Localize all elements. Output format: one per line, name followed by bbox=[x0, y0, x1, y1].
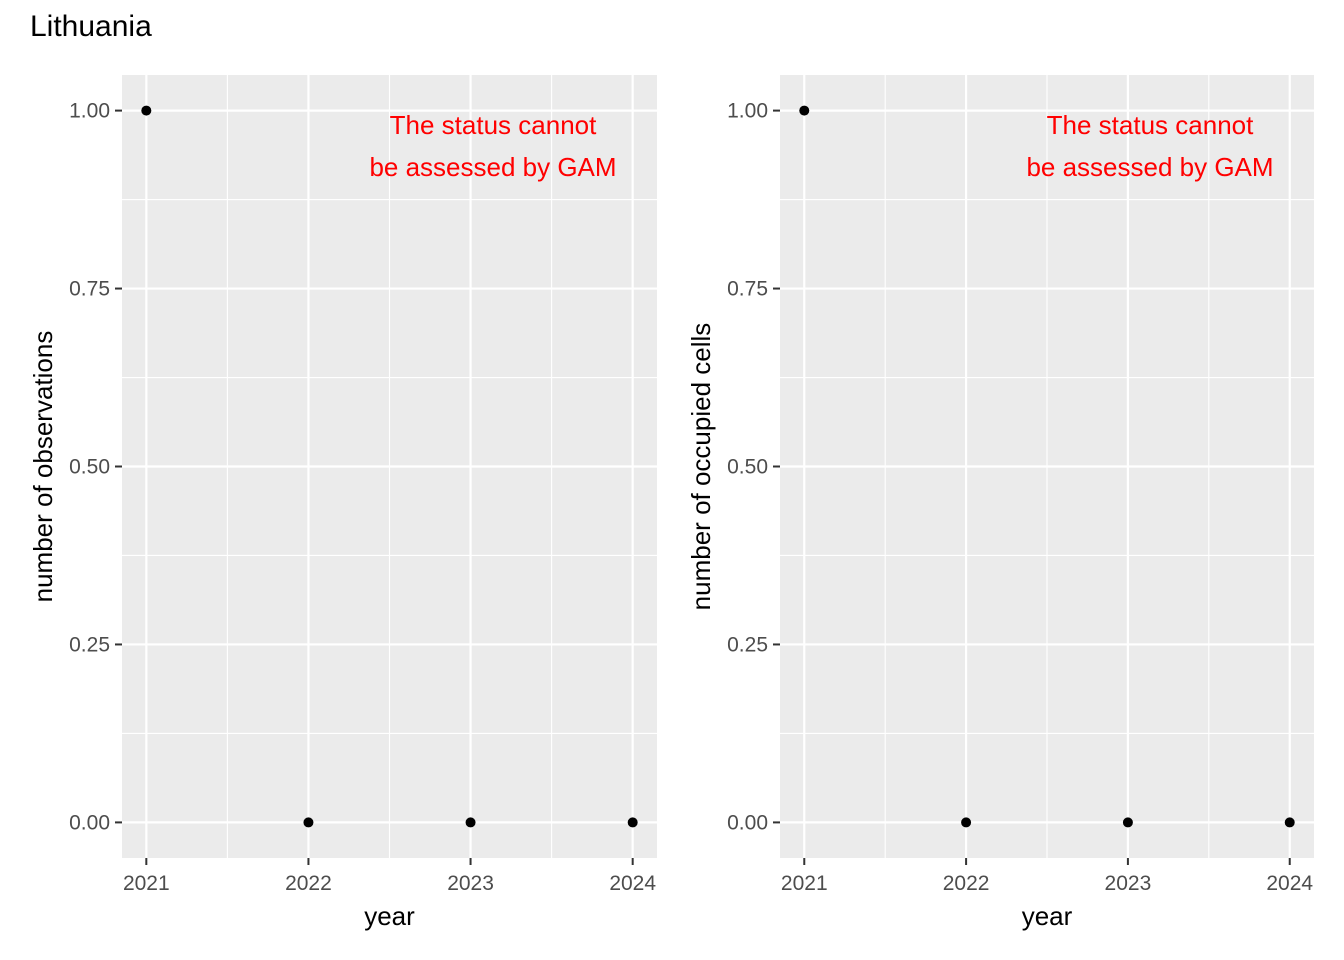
data-point bbox=[1284, 817, 1295, 828]
data-point bbox=[627, 817, 638, 828]
annotation-line: be assessed by GAM bbox=[1026, 152, 1273, 182]
x-axis-title: year bbox=[364, 901, 415, 931]
y-tick-label: 0.50 bbox=[727, 456, 768, 479]
y-tick-label: 1.00 bbox=[727, 100, 768, 123]
data-point bbox=[799, 105, 810, 116]
page-title: Lithuania bbox=[30, 10, 152, 43]
x-tick-label: 2024 bbox=[609, 872, 656, 895]
y-tick-label: 0.00 bbox=[69, 811, 110, 834]
x-tick-label: 2022 bbox=[943, 872, 990, 895]
annotation-line: The status cannot bbox=[390, 110, 597, 140]
y-tick-label: 0.25 bbox=[69, 633, 110, 656]
x-tick-label: 2024 bbox=[1266, 872, 1313, 895]
data-point bbox=[141, 105, 152, 116]
y-axis-title: number of occupied cells bbox=[686, 323, 716, 611]
x-tick-label: 2021 bbox=[781, 872, 828, 895]
x-tick-label: 2022 bbox=[285, 872, 332, 895]
y-tick-label: 0.75 bbox=[727, 278, 768, 301]
annotation-line: The status cannot bbox=[1047, 110, 1254, 140]
data-point bbox=[303, 817, 314, 828]
x-tick-label: 2021 bbox=[123, 872, 170, 895]
y-tick-label: 0.75 bbox=[69, 278, 110, 301]
data-point bbox=[1122, 817, 1133, 828]
x-axis-title: year bbox=[1022, 901, 1073, 931]
annotation-line: be assessed by GAM bbox=[369, 152, 616, 182]
data-point bbox=[961, 817, 972, 828]
y-tick-label: 1.00 bbox=[69, 100, 110, 123]
y-tick-label: 0.25 bbox=[727, 633, 768, 656]
x-tick-label: 2023 bbox=[1105, 872, 1152, 895]
y-axis-title: number of observations bbox=[28, 331, 58, 603]
y-tick-label: 0.50 bbox=[69, 456, 110, 479]
x-tick-label: 2023 bbox=[447, 872, 494, 895]
data-point bbox=[465, 817, 476, 828]
y-tick-label: 0.00 bbox=[727, 811, 768, 834]
